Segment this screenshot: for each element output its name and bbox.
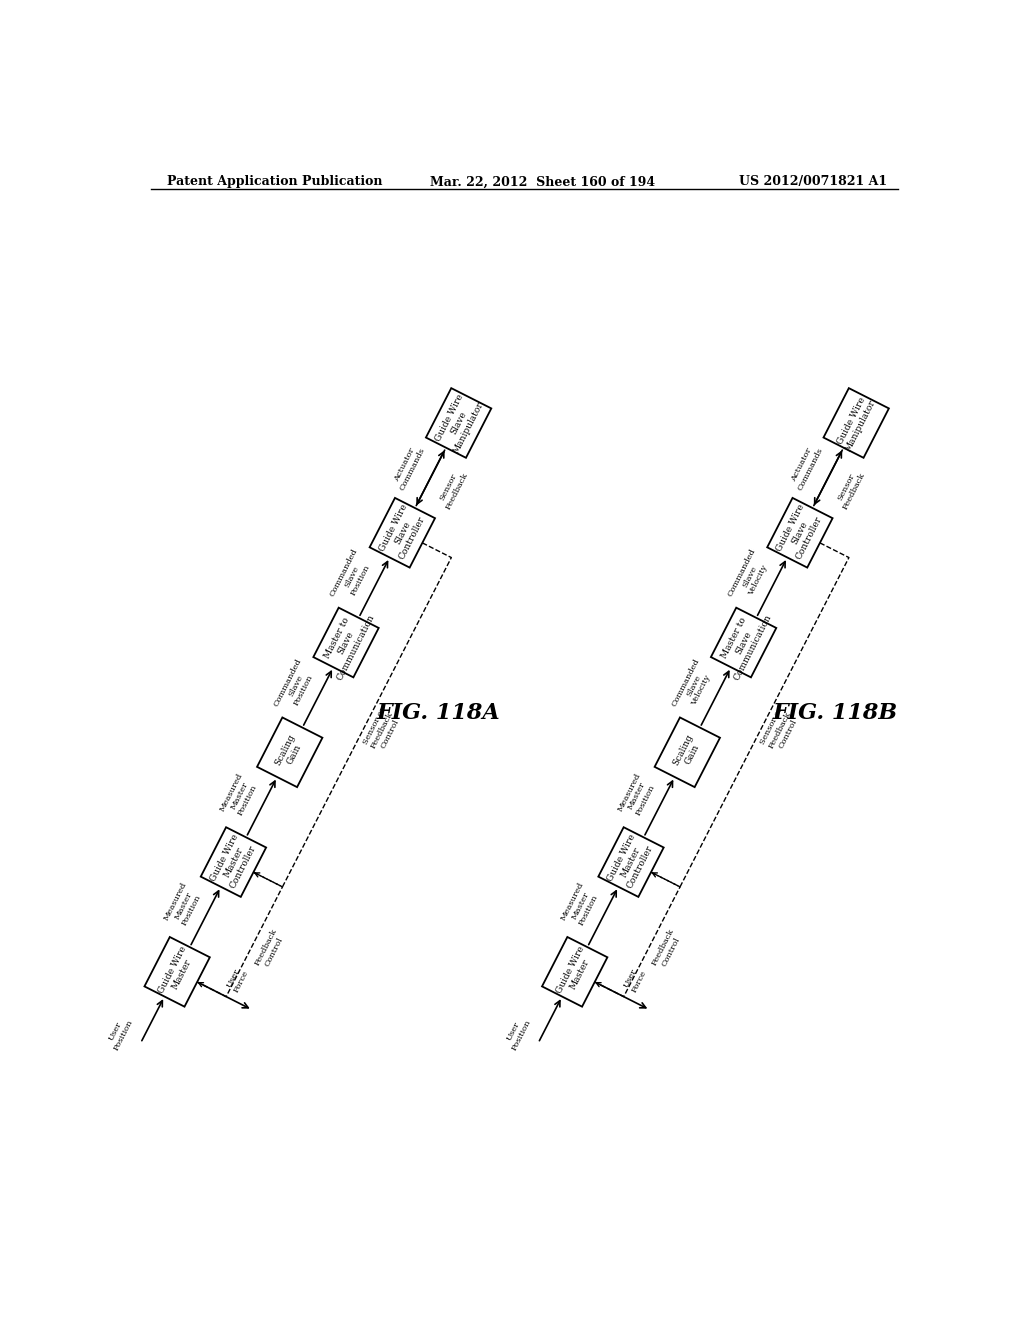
FancyBboxPatch shape: [542, 937, 607, 1007]
Text: Measured
Master
Position: Measured Master Position: [560, 880, 602, 931]
FancyBboxPatch shape: [767, 498, 833, 568]
Text: Feedback
Control: Feedback Control: [650, 928, 684, 972]
Text: FIG. 118A: FIG. 118A: [376, 702, 500, 723]
FancyBboxPatch shape: [823, 388, 889, 458]
Text: Guide Wire
Slave
Controller: Guide Wire Slave Controller: [377, 503, 427, 562]
Text: Sensor or
Feedback
Control: Sensor or Feedback Control: [361, 706, 402, 754]
Text: Guide Wire
Slave
Manipulator: Guide Wire Slave Manipulator: [432, 391, 484, 455]
Text: Guide Wire
Manipulator: Guide Wire Manipulator: [835, 393, 878, 453]
FancyBboxPatch shape: [598, 828, 664, 896]
Text: Guide Wire
Master
Controller: Guide Wire Master Controller: [209, 832, 258, 892]
FancyBboxPatch shape: [313, 607, 379, 677]
Text: Measured
Master
Position: Measured Master Position: [616, 771, 658, 821]
FancyBboxPatch shape: [426, 388, 492, 458]
Text: Sensor
Feedback: Sensor Feedback: [834, 467, 867, 511]
Text: User
Force: User Force: [224, 965, 250, 994]
FancyBboxPatch shape: [201, 828, 266, 896]
Text: Master to
Slave
Communication: Master to Slave Communication: [316, 603, 376, 681]
Text: Commanded
Slave
Position: Commanded Slave Position: [329, 546, 376, 606]
FancyBboxPatch shape: [257, 718, 323, 787]
Text: Master to
Slave
Communication: Master to Slave Communication: [714, 603, 773, 681]
Text: Patent Application Publication: Patent Application Publication: [167, 176, 382, 189]
Text: Commanded
Slave
Velocity: Commanded Slave Velocity: [670, 657, 717, 715]
Text: Guide Wire
Slave
Controller: Guide Wire Slave Controller: [775, 503, 825, 562]
Text: Actuator
Commands: Actuator Commands: [390, 442, 427, 491]
Text: Feedback
Control: Feedback Control: [253, 928, 287, 972]
Text: Commanded
Slave
Velocity: Commanded Slave Velocity: [726, 546, 773, 606]
Text: FIG. 118B: FIG. 118B: [772, 702, 897, 723]
Text: Sensor or
Feedback
Control: Sensor or Feedback Control: [759, 706, 801, 754]
FancyBboxPatch shape: [370, 498, 435, 568]
Text: Actuator
Commands: Actuator Commands: [787, 442, 824, 491]
Text: Measured
Master
Position: Measured Master Position: [218, 771, 260, 821]
Text: Guide Wire
Master: Guide Wire Master: [554, 944, 595, 999]
Text: User
Force: User Force: [622, 965, 648, 994]
FancyBboxPatch shape: [711, 607, 776, 677]
Text: Measured
Master
Position: Measured Master Position: [162, 880, 204, 931]
Text: US 2012/0071821 A1: US 2012/0071821 A1: [739, 176, 888, 189]
Text: Sensor
Feedback: Sensor Feedback: [436, 467, 469, 511]
Text: Scaling
Gain: Scaling Gain: [671, 733, 703, 772]
Text: Scaling
Gain: Scaling Gain: [273, 733, 306, 772]
Text: User
Position: User Position: [104, 1014, 135, 1052]
Text: User
Position: User Position: [503, 1014, 532, 1052]
Text: Mar. 22, 2012  Sheet 160 of 194: Mar. 22, 2012 Sheet 160 of 194: [430, 176, 655, 189]
Text: Guide Wire
Master
Controller: Guide Wire Master Controller: [606, 832, 656, 892]
FancyBboxPatch shape: [654, 718, 720, 787]
Text: Commanded
Slave
Position: Commanded Slave Position: [272, 657, 319, 715]
Text: Guide Wire
Master: Guide Wire Master: [157, 944, 198, 999]
FancyBboxPatch shape: [144, 937, 210, 1007]
